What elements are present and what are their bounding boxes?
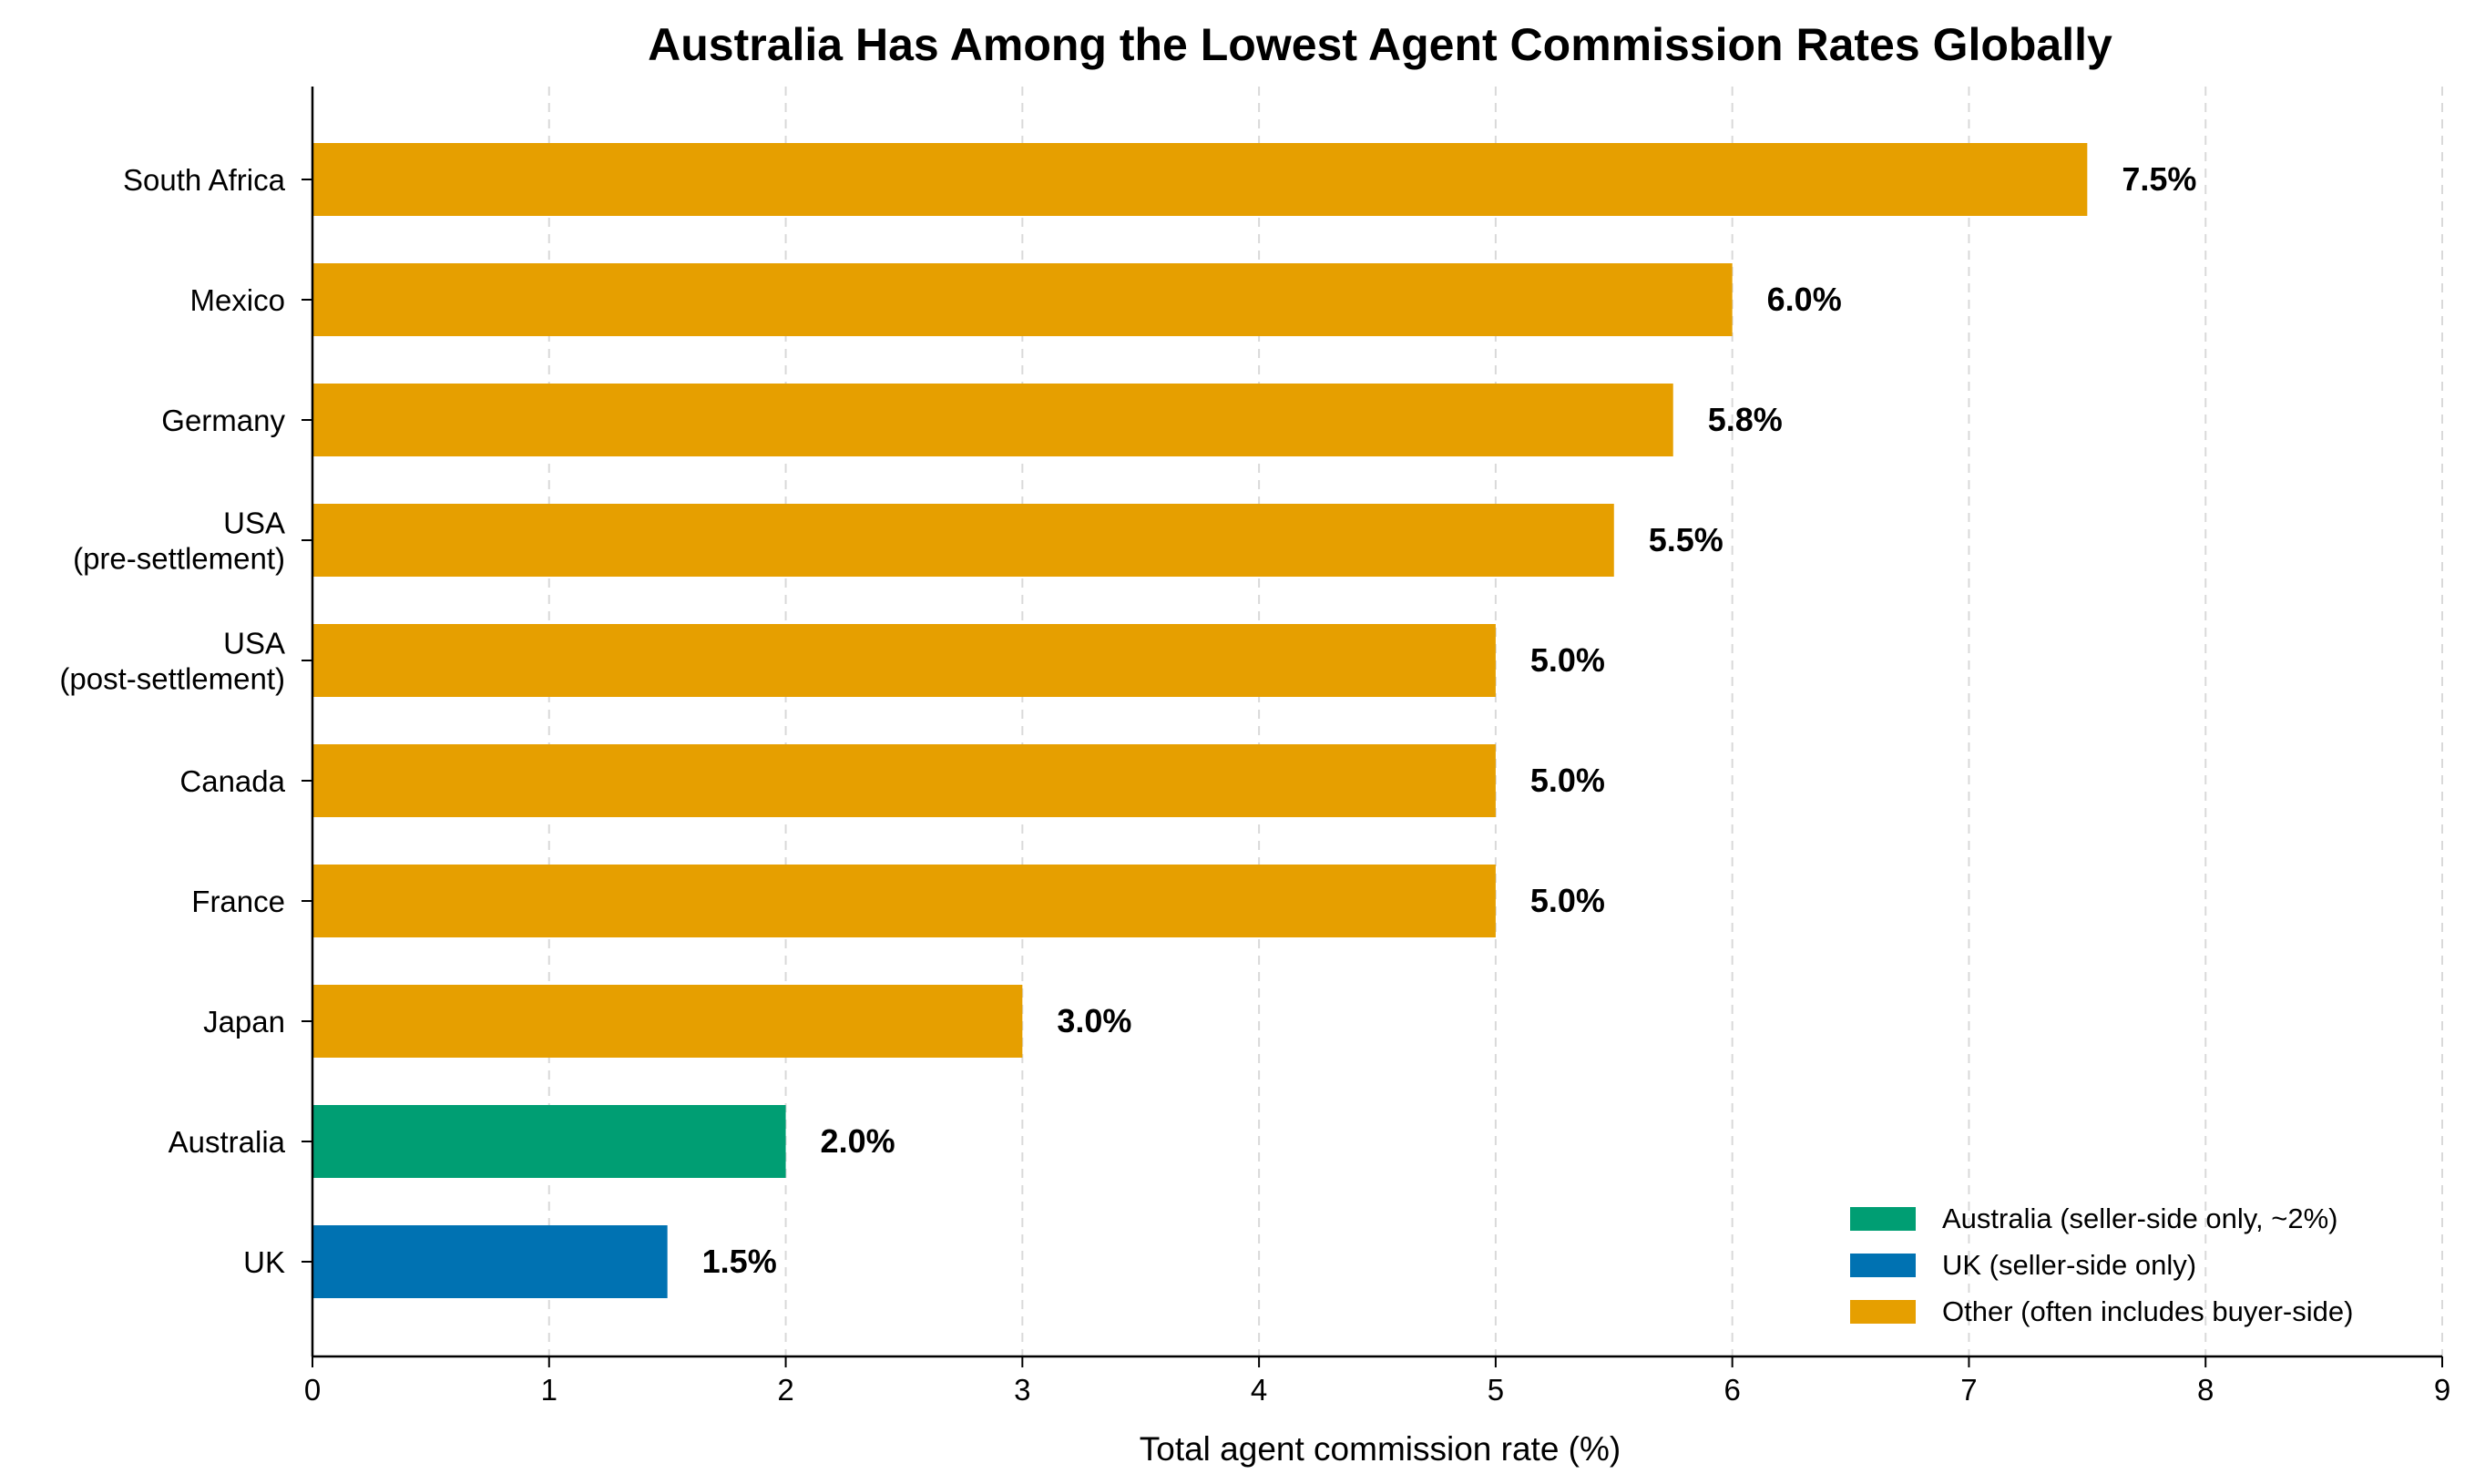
x-tick-label: 4 (1251, 1373, 1267, 1407)
bar-value-label: 7.5% (2122, 160, 2196, 198)
bar (312, 384, 1673, 456)
legend-label: Australia (seller-side only, ~2%) (1942, 1203, 2337, 1234)
legend-label: UK (seller-side only) (1942, 1249, 2196, 1281)
x-tick-label: 1 (541, 1373, 557, 1407)
y-tick-label: Japan (203, 1005, 285, 1039)
bars (312, 143, 2088, 1298)
y-tick-label: Australia (169, 1125, 286, 1159)
y-tick-label: South Africa (123, 163, 286, 197)
bar-value-label: 5.0% (1530, 641, 1605, 679)
bar (312, 1225, 668, 1298)
x-tick-label: 2 (777, 1373, 793, 1407)
x-axis-ticks: 0 1 2 3 4 5 6 7 8 9 (304, 1356, 2450, 1407)
axes (311, 87, 2442, 1358)
bar (312, 143, 2088, 216)
legend-swatch (1850, 1300, 1916, 1324)
x-tick-label: 8 (2197, 1373, 2214, 1407)
bar-value-label: 3.0% (1057, 1002, 1131, 1039)
bar (312, 624, 1496, 697)
y-tick-label: USA (223, 507, 285, 540)
y-tick-label: Mexico (189, 283, 285, 317)
bar-value-label: 2.0% (821, 1122, 895, 1160)
bar-value-label: 5.5% (1649, 521, 1723, 558)
x-tick-label: 6 (1723, 1373, 1740, 1407)
y-tick-label: Germany (161, 404, 285, 437)
x-tick-label: 0 (304, 1373, 321, 1407)
x-tick-label: 7 (1960, 1373, 1977, 1407)
bar (312, 504, 1614, 577)
bar (312, 1105, 786, 1178)
bar-value-label: 5.0% (1530, 882, 1605, 919)
x-tick-label: 3 (1014, 1373, 1030, 1407)
y-tick-label: (post-settlement) (59, 662, 285, 696)
y-tick-label: USA (223, 627, 285, 660)
bar-value-label: 5.0% (1530, 762, 1605, 799)
x-tick-label: 9 (2434, 1373, 2450, 1407)
bar (312, 263, 1733, 336)
bar-value-label: 1.5% (702, 1243, 777, 1280)
legend: Australia (seller-side only, ~2%) UK (sel… (1850, 1203, 2353, 1327)
legend-swatch (1850, 1254, 1916, 1277)
x-axis-label: Total agent commission rate (%) (1140, 1430, 1621, 1468)
x-tick-label: 5 (1488, 1373, 1504, 1407)
y-tick-label: France (191, 885, 285, 918)
bar (312, 865, 1496, 937)
y-tick-label: (pre-settlement) (73, 542, 285, 576)
bar (312, 985, 1023, 1058)
bar-value-label: 6.0% (1767, 281, 1842, 318)
y-tick-label: Canada (179, 764, 285, 798)
bar (312, 744, 1496, 817)
y-axis-ticks: South AfricaMexicoGermanyUSA(pre-settlem… (59, 163, 312, 1279)
y-tick-label: UK (243, 1245, 285, 1279)
value-labels: 7.5% 6.0% 5.8% 5.5% 5.0% 5.0% 5.0% 3.0% 2.0% 1.5% (702, 160, 2197, 1280)
chart-title: Australia Has Among the Lowest Agent Com… (648, 19, 2112, 70)
legend-label: Other (often includes buyer-side) (1942, 1295, 2353, 1327)
bar-value-label: 5.8% (1708, 401, 1783, 438)
legend-swatch (1850, 1207, 1916, 1231)
